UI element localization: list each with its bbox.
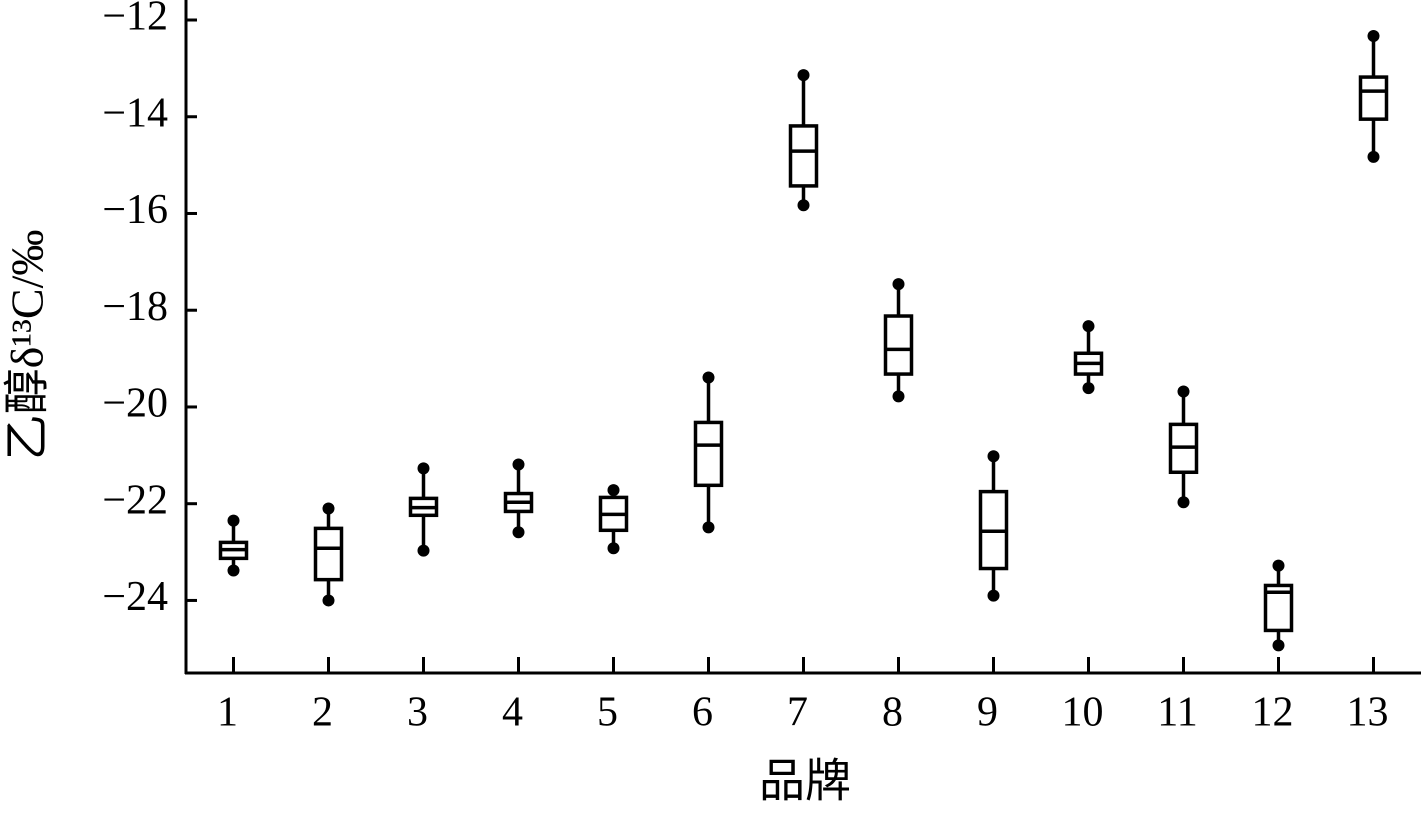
x-tick-label: 5 bbox=[597, 690, 618, 736]
whisker-cap-low bbox=[892, 390, 905, 403]
whisker-cap-low bbox=[1177, 496, 1190, 509]
whisker-cap-low bbox=[607, 542, 620, 555]
box bbox=[693, 420, 724, 488]
x-tick-label: 12 bbox=[1252, 690, 1294, 736]
y-tick-label: −14 bbox=[102, 90, 168, 136]
whisker-cap-high bbox=[797, 69, 810, 82]
whisker-cap-high bbox=[227, 514, 240, 527]
box bbox=[788, 124, 819, 188]
whisker-cap-high bbox=[702, 371, 715, 384]
whisker-cap-low bbox=[417, 544, 430, 557]
box bbox=[1358, 75, 1389, 121]
y-tick-label: −24 bbox=[102, 574, 168, 620]
whisker-cap-low bbox=[1272, 639, 1285, 652]
whisker-cap-low bbox=[1082, 382, 1095, 395]
whisker-cap-high bbox=[1367, 29, 1380, 42]
x-tick-label: 11 bbox=[1157, 690, 1197, 736]
whisker-cap-low bbox=[322, 594, 335, 607]
whisker-cap-high bbox=[892, 278, 905, 291]
x-tick-label: 2 bbox=[312, 690, 333, 736]
x-tick-label: 9 bbox=[977, 690, 998, 736]
whisker-cap-high bbox=[1082, 320, 1095, 333]
whisker-cap-high bbox=[987, 450, 1000, 463]
whisker-cap-low bbox=[797, 199, 810, 212]
x-tick-label: 13 bbox=[1347, 690, 1389, 736]
whisker-cap-low bbox=[512, 526, 525, 539]
box bbox=[883, 314, 914, 376]
whisker-cap-high bbox=[1177, 385, 1190, 398]
whisker-cap-low bbox=[1367, 150, 1380, 163]
whisker-cap-high bbox=[512, 458, 525, 471]
y-tick-label: −20 bbox=[102, 381, 168, 427]
box bbox=[313, 526, 344, 582]
y-axis-label: 乙醇δ¹³C/‰ bbox=[2, 230, 53, 461]
y-tick-label: −22 bbox=[102, 477, 168, 523]
x-tick-label: 10 bbox=[1062, 690, 1104, 736]
whisker-cap-low bbox=[227, 564, 240, 577]
whisker-cap-high bbox=[417, 462, 430, 475]
x-tick-label: 8 bbox=[882, 690, 903, 736]
whisker-cap-high bbox=[607, 484, 620, 497]
whisker-cap-high bbox=[322, 502, 335, 515]
y-tick-label: −12 bbox=[102, 0, 168, 40]
whisker-cap-low bbox=[987, 589, 1000, 602]
y-tick-label: −18 bbox=[102, 284, 168, 330]
whisker-cap-low bbox=[702, 521, 715, 534]
y-tick-label: −16 bbox=[102, 187, 168, 233]
x-tick-label: 3 bbox=[407, 690, 428, 736]
x-tick-label: 4 bbox=[502, 690, 523, 736]
x-tick-label: 6 bbox=[692, 690, 713, 736]
x-tick-label: 1 bbox=[217, 690, 238, 736]
x-tick-label: 7 bbox=[787, 690, 808, 736]
whisker-cap-high bbox=[1272, 559, 1285, 572]
x-axis-label: 品牌 bbox=[759, 756, 851, 807]
